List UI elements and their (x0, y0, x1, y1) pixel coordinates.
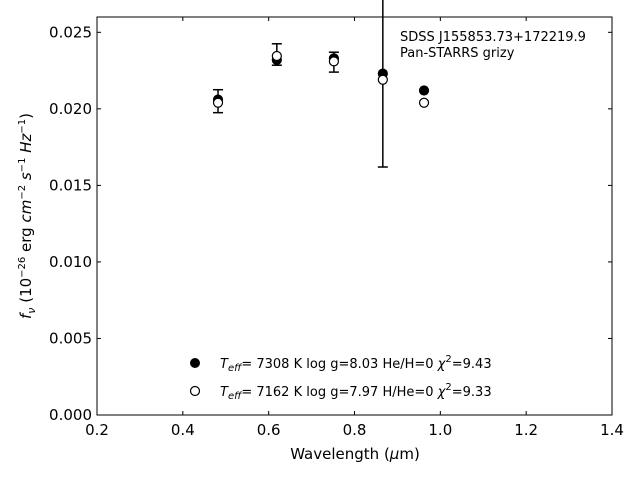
x-tick-label: 0.6 (257, 421, 281, 439)
x-tick-label: 1.2 (514, 421, 538, 439)
y-tick-label: 0.000 (49, 406, 92, 424)
x-tick-label: 1.0 (428, 421, 452, 439)
object-annotation: SDSS J155853.73+172219.9 (400, 30, 586, 45)
x-tick-label: 1.4 (600, 421, 624, 439)
filled-model-point (418, 85, 430, 96)
y-tick-label: 0.020 (49, 100, 92, 118)
x-axis-ticks: 0.2 0.4 0.6 0.8 1.0 1.2 1.4 (85, 17, 624, 439)
survey-annotation: Pan-STARRS grizy (400, 46, 515, 61)
plot-area (96, 16, 613, 416)
open-model-point (212, 97, 224, 108)
open-model-point (418, 97, 430, 108)
y-tick-label: 0.010 (49, 253, 92, 271)
y-tick-label: 0.025 (49, 23, 92, 41)
data-points (212, 50, 430, 108)
y-tick-label: 0.005 (49, 329, 92, 347)
x-axis-label: Wavelength (μm) (290, 445, 420, 463)
legend-marker-filled (190, 358, 200, 368)
legend-entry-2: Teff= 7162 K log g=7.97 H/He=0 χ2=9.33 (220, 382, 492, 402)
x-tick-label: 0.4 (171, 421, 195, 439)
open-model-point (271, 50, 282, 62)
legend-entry-1: Teff= 7308 K log g=8.03 He/H=0 χ2=9.43 (220, 354, 492, 374)
open-model-point (328, 56, 339, 67)
open-model-point (377, 74, 388, 85)
x-tick-label: 0.8 (343, 421, 367, 439)
y-axis-ticks: 0.000 0.005 0.010 0.015 0.020 0.025 (49, 23, 612, 424)
y-tick-label: 0.015 (49, 176, 92, 194)
legend: Teff= 7308 K log g=8.03 He/H=0 χ2=9.43 T… (189, 354, 492, 402)
legend-marker-open (189, 385, 201, 397)
y-axis-label: fν (10−26 erg cm−2 s−1 Hz−1) (17, 113, 38, 319)
x-tick-label: 0.2 (85, 421, 109, 439)
